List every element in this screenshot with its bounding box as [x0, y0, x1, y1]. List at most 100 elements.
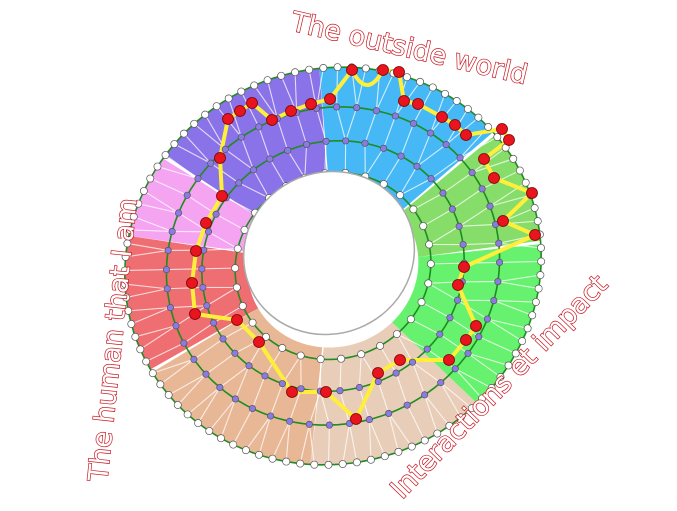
purple-node	[261, 372, 269, 380]
white-node	[493, 133, 502, 141]
white-node	[528, 311, 537, 320]
purple-node	[437, 379, 445, 387]
spoke	[406, 404, 426, 441]
white-node	[536, 271, 545, 280]
purple-node	[456, 154, 464, 162]
white-node	[190, 119, 199, 128]
purple-node	[380, 144, 388, 152]
red-path-node	[253, 336, 265, 348]
red-path-node	[443, 354, 455, 366]
spoke	[296, 112, 308, 145]
white-node	[153, 162, 162, 171]
white-node	[445, 421, 454, 430]
white-node	[496, 373, 505, 381]
white-node	[484, 123, 493, 131]
purple-node	[478, 185, 486, 193]
purple-node	[166, 304, 174, 312]
red-path-node	[398, 95, 410, 107]
spoke	[232, 408, 253, 445]
white-node	[428, 83, 437, 92]
white-node	[179, 129, 188, 138]
spoke	[455, 368, 492, 389]
purple-node	[391, 112, 399, 120]
white-node	[487, 384, 496, 392]
white-node	[124, 306, 133, 315]
white-node	[173, 401, 182, 409]
purple-node	[486, 202, 494, 210]
spoke	[197, 387, 221, 424]
spoke	[412, 361, 426, 396]
purple-node	[361, 139, 369, 147]
white-node	[217, 434, 225, 443]
spoke	[459, 136, 498, 159]
spoke	[364, 148, 385, 177]
spoke	[430, 262, 465, 265]
spoke	[493, 300, 533, 316]
spoke	[427, 282, 458, 301]
spoke	[439, 333, 469, 354]
purple-node	[190, 355, 198, 363]
red-path-node	[488, 172, 500, 184]
purple-node	[204, 228, 213, 236]
purple-node	[235, 179, 243, 187]
white-node	[407, 442, 416, 451]
white-node	[433, 429, 442, 438]
white-node	[316, 355, 325, 364]
spoke	[487, 318, 528, 329]
spoke	[213, 305, 244, 324]
purple-node	[183, 191, 191, 199]
purple-node	[464, 349, 472, 357]
white-node	[231, 264, 240, 273]
purple-node	[427, 129, 435, 137]
red-path-node	[372, 367, 384, 379]
purple-node	[202, 370, 210, 378]
spoke	[416, 144, 447, 167]
spoke	[245, 415, 272, 451]
spoke	[348, 423, 358, 463]
spoke	[287, 150, 306, 179]
purple-node	[175, 209, 183, 217]
red-path-node	[214, 152, 226, 164]
purple-node	[163, 285, 171, 293]
white-node	[521, 178, 530, 187]
spoke	[452, 188, 483, 210]
spoke	[327, 425, 330, 465]
red-path-node	[216, 190, 228, 202]
red-path-node	[460, 129, 472, 141]
purple-node	[249, 166, 258, 174]
purple-node	[442, 140, 450, 149]
white-node	[523, 324, 532, 333]
spoke	[145, 342, 185, 362]
white-node	[139, 186, 148, 195]
spoke	[130, 229, 173, 232]
white-node	[291, 68, 300, 77]
purple-node	[305, 420, 313, 428]
white-node	[121, 252, 130, 261]
spoke	[177, 373, 207, 406]
yellow-path	[190, 68, 537, 421]
purple-node	[494, 278, 502, 286]
spoke	[457, 299, 488, 320]
white-node	[511, 349, 520, 358]
white-node	[305, 65, 314, 74]
white-node	[263, 76, 272, 85]
purple-node	[475, 333, 483, 341]
purple-node	[483, 315, 491, 323]
spoke	[383, 115, 396, 149]
purple-node	[495, 258, 504, 266]
spoke	[358, 354, 362, 388]
spoke	[183, 322, 214, 344]
spoke	[183, 133, 212, 164]
spoke	[193, 123, 226, 150]
spoke	[467, 352, 509, 366]
white-node	[319, 63, 328, 72]
spoke	[440, 382, 462, 418]
spoke	[315, 108, 327, 142]
spoke	[489, 194, 531, 207]
white-node	[282, 457, 291, 466]
white-node	[146, 174, 155, 183]
white-node	[126, 226, 135, 234]
white-node	[392, 330, 401, 338]
white-node	[419, 222, 428, 231]
